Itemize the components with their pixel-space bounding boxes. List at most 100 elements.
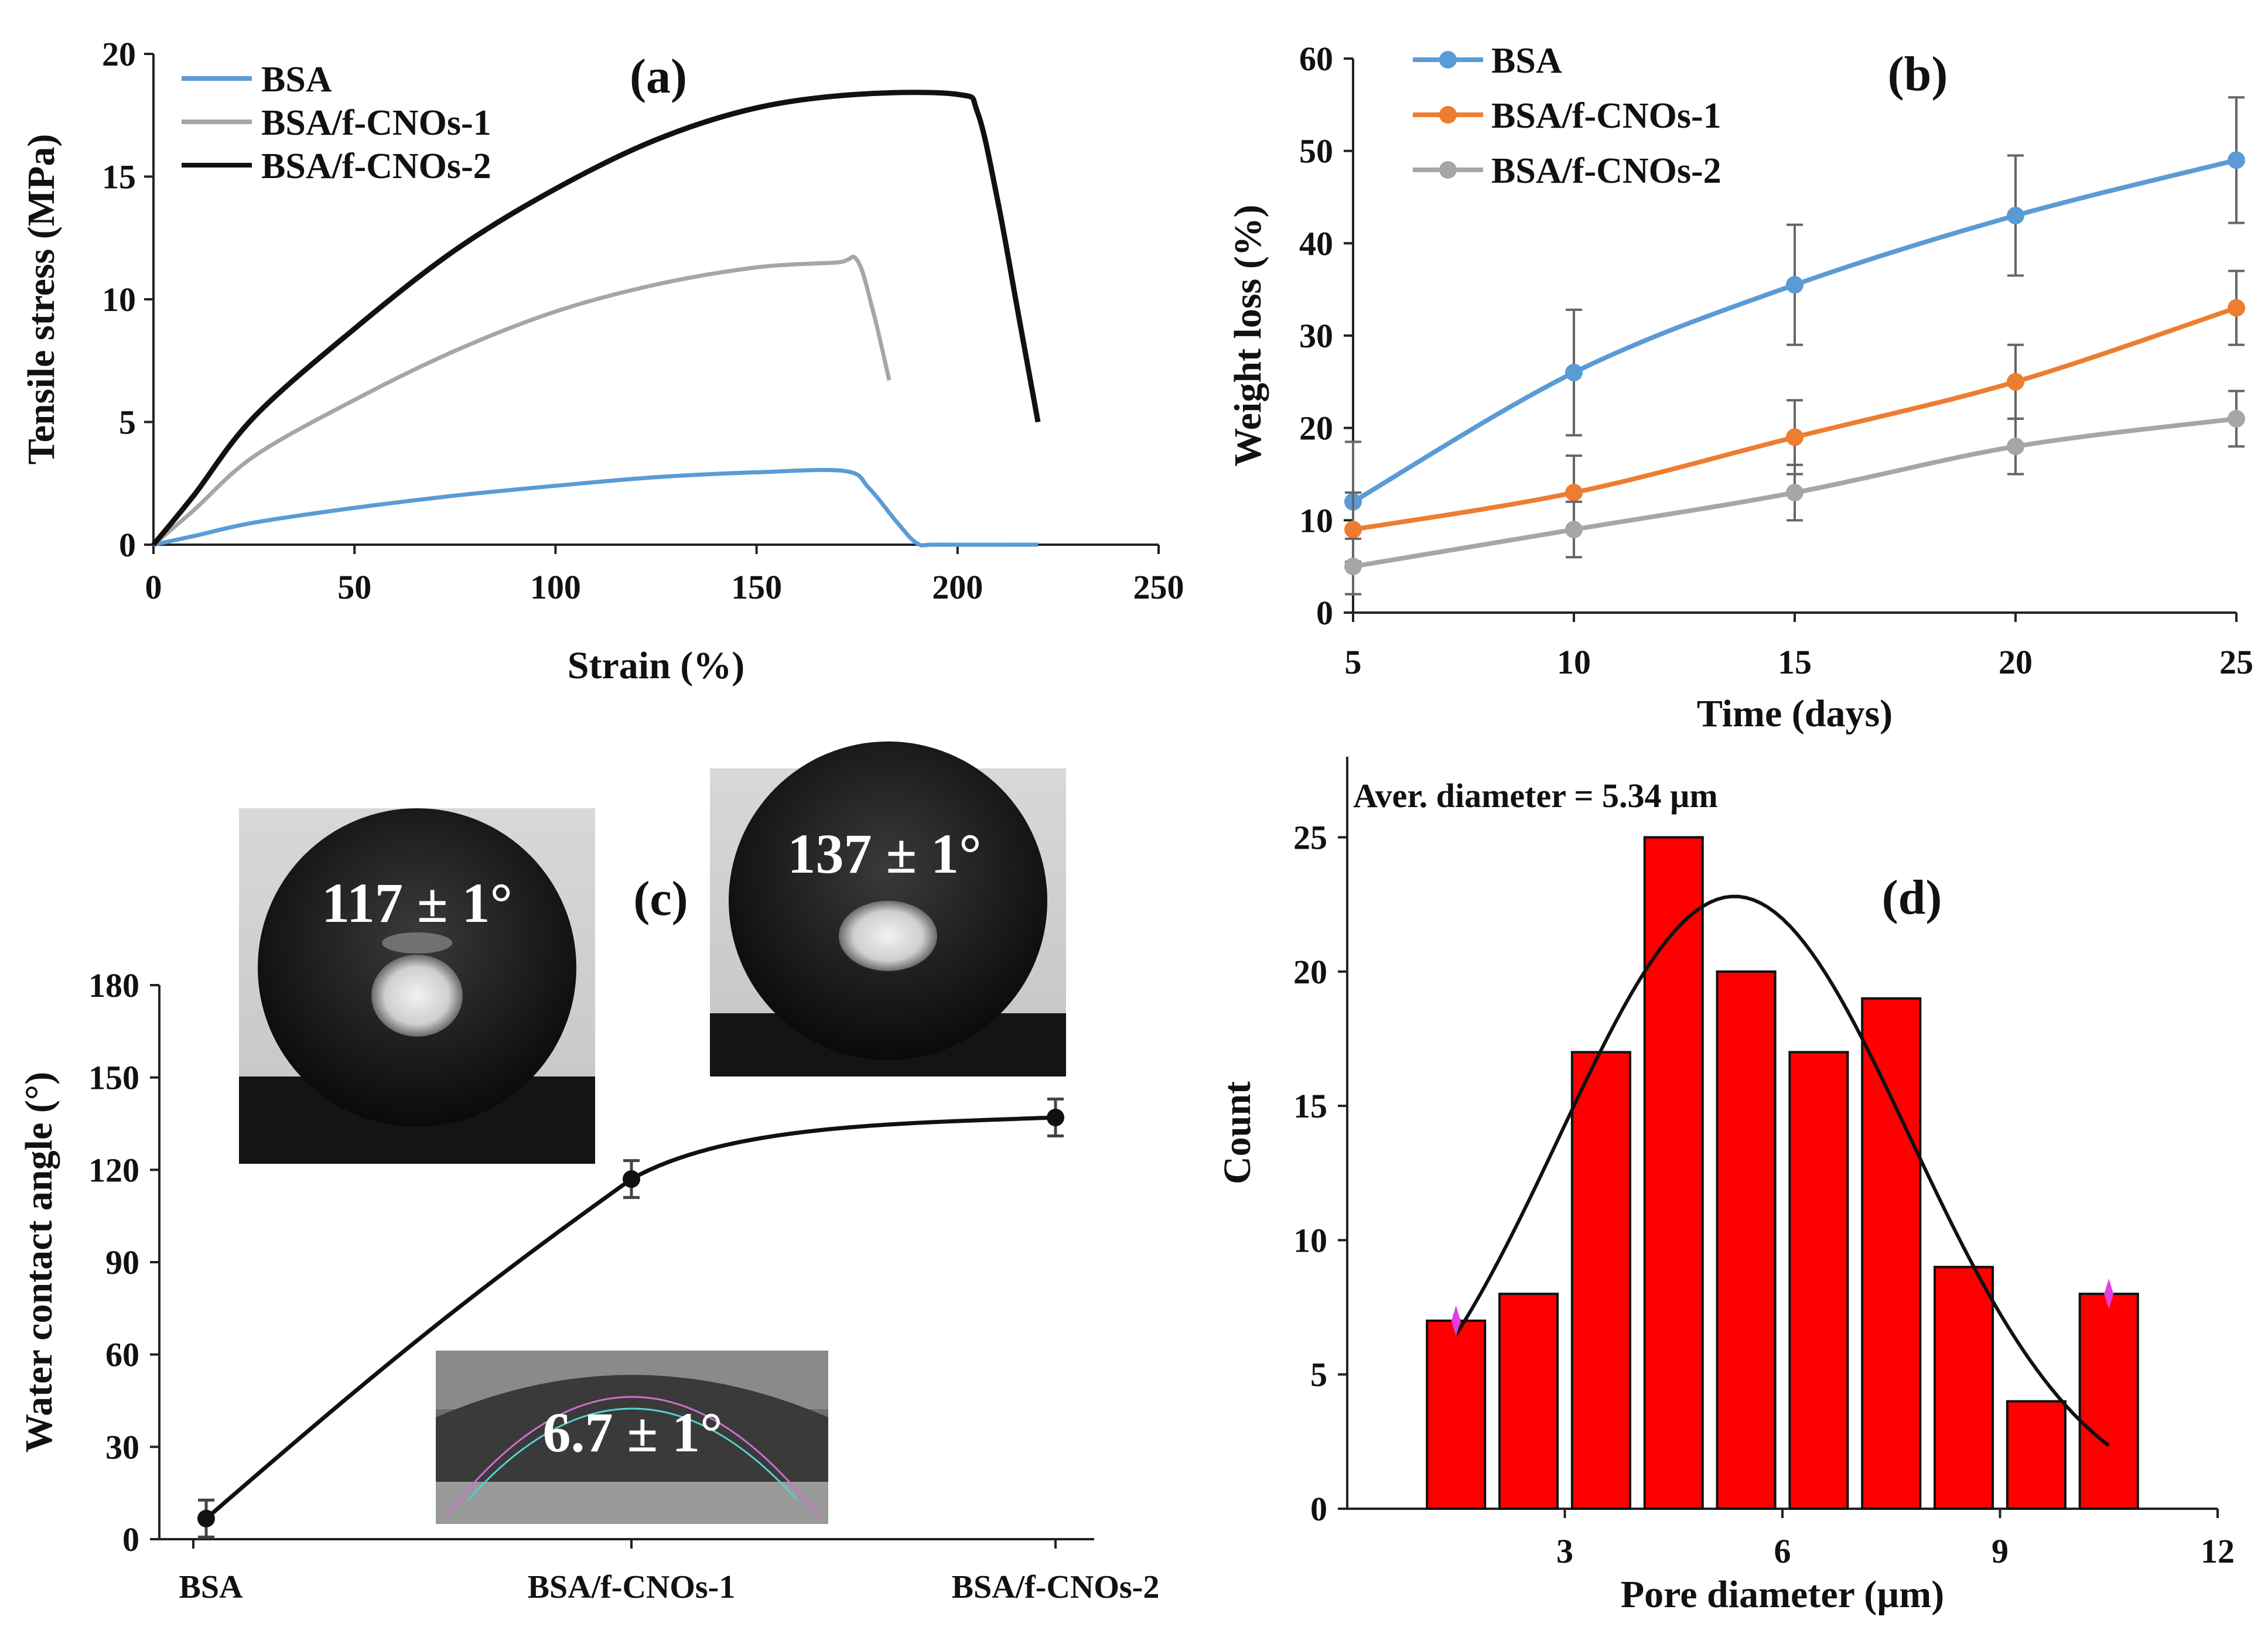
histogram-bar <box>1861 997 1922 1510</box>
data-point-bsa <box>197 1509 215 1527</box>
x-tick-label: 15 <box>1778 643 1812 681</box>
legend-marker-bsa-f-cnos-2 <box>1439 161 1457 179</box>
data-point-bsa-f-cnos-2 <box>1344 558 1362 576</box>
x-axis-label: Time (days) <box>1697 692 1893 735</box>
panel-label: (d) <box>1882 870 1942 925</box>
annotation-contact-angle-bsa-fcnos-1: 117 ± 1° <box>322 872 513 934</box>
data-point-bsa-f-cnos-1 <box>1344 521 1362 539</box>
histogram-bar <box>1643 836 1704 1510</box>
panel-label: (a) <box>630 49 687 104</box>
y-tick-label: 0 <box>1316 594 1333 632</box>
y-tick-label: 30 <box>105 1428 139 1466</box>
x-tick-label: 200 <box>932 568 983 606</box>
gaussian-fit-curve <box>1454 894 2110 1447</box>
histogram-bar <box>1788 1051 1849 1510</box>
histogram-bar <box>2078 1293 2139 1510</box>
y-tick-label: 0 <box>122 1520 139 1559</box>
y-tick-label: 60 <box>1299 40 1333 78</box>
y-tick-label: 120 <box>88 1151 139 1189</box>
y-tick-label: 20 <box>102 35 136 73</box>
histogram-bar <box>1498 1293 1559 1510</box>
data-point-bsa <box>1565 364 1583 382</box>
data-point-bsa-f-cnos-2 <box>1786 484 1804 502</box>
histogram-bar <box>1426 1320 1487 1510</box>
y-tick-label: 20 <box>1293 953 1327 991</box>
contact-angle-line <box>204 1115 1056 1520</box>
y-tick-label: 25 <box>1293 819 1327 857</box>
x-tick-label: 50 <box>337 568 371 606</box>
y-tick-label: 60 <box>105 1336 139 1374</box>
y-tick-label: 10 <box>1293 1221 1327 1259</box>
y-axis-label: Count <box>1216 1081 1259 1184</box>
data-point-bsa-f-cnos-1 <box>2228 299 2245 317</box>
category-label-bsa-f-cnos-2: BSA/f-CNOs-2 <box>952 1569 1160 1605</box>
y-tick-label: 15 <box>1293 1087 1327 1125</box>
series-line-bsa <box>153 467 1039 548</box>
y-tick-label: 40 <box>1299 224 1333 262</box>
data-point-bsa-f-cnos-1 <box>623 1170 640 1188</box>
y-tick-label: 150 <box>88 1059 139 1097</box>
annotation-contact-angle-bsa-fcnos-2: 137 ± 1° <box>787 822 981 885</box>
y-axis-label: Weight loss (%) <box>1227 204 1269 466</box>
annotation-contact-angle-bsa: 6.7 ± 1° <box>542 1401 722 1464</box>
axes-group: 0 30 60 90 120 150 180 BSA BSA/f-CNOs-1 BSA/f-CNO… <box>88 966 1159 1605</box>
y-tick-label: 5 <box>1310 1356 1327 1394</box>
panel-d-pore-histogram: 0 5 10 15 20 25 3 6 9 12 Pore diameter (µm) Count (d… <box>1216 757 2235 1616</box>
y-tick-label: 30 <box>1299 317 1333 355</box>
x-axis-label: Pore diameter (µm) <box>1621 1573 1944 1616</box>
y-tick-label: 15 <box>102 158 136 196</box>
data-point-bsa-f-cnos-2 <box>2228 409 2245 428</box>
fit-endpoint-marker <box>2104 1279 2114 1310</box>
x-tick-label: 3 <box>1556 1532 1573 1570</box>
panel-b-weight-loss-chart: 0 10 20 30 40 50 60 5 10 15 20 25 Time (days) Weight … <box>1227 40 2253 735</box>
series-line-bsa-f-cnos-1 <box>152 254 892 546</box>
legend-label-bsa-f-cnos-2: BSA/f-CNOs-2 <box>261 146 491 186</box>
data-point-bsa-f-cnos-2 <box>2007 438 2024 456</box>
y-tick-label: 5 <box>119 404 136 442</box>
y-tick-label: 10 <box>1299 501 1333 539</box>
y-axis-label: Tensile stress (MPa) <box>20 134 63 465</box>
x-tick-label: 150 <box>731 568 782 606</box>
data-point-bsa-f-cnos-1 <box>1565 484 1583 502</box>
data-point-bsa-f-cnos-1 <box>1786 428 1804 446</box>
droplet-photo-bsa-fcnos-1 <box>239 808 595 1164</box>
panel-label: (b) <box>1888 47 1948 101</box>
data-point-bsa-f-cnos-2 <box>1565 521 1583 539</box>
y-tick-label: 20 <box>1299 409 1333 447</box>
legend-label-bsa: BSA <box>1491 41 1562 81</box>
category-label-bsa: BSA <box>179 1569 243 1605</box>
legend-marker-bsa-f-cnos-1 <box>1439 106 1457 124</box>
data-point-bsa-f-cnos-2 <box>1047 1108 1064 1126</box>
x-axis-label: Strain (%) <box>568 644 744 687</box>
data-point-bsa-f-cnos-1 <box>2007 372 2024 391</box>
histogram-bar <box>2006 1400 2067 1510</box>
x-tick-label: 10 <box>1557 643 1591 681</box>
legend-label-bsa-f-cnos-2: BSA/f-CNOs-2 <box>1491 151 1722 191</box>
y-axis-label: Water contact angle (°) <box>18 1072 60 1453</box>
x-tick-label: 9 <box>1992 1532 2009 1570</box>
droplet-photo-bsa <box>436 1351 828 1524</box>
x-tick-label: 100 <box>530 568 581 606</box>
y-tick-label: 0 <box>119 526 136 564</box>
legend-label-bsa: BSA <box>261 60 332 100</box>
x-tick-label: 0 <box>145 568 162 606</box>
x-tick-label: 6 <box>1774 1532 1791 1570</box>
legend-label-bsa-f-cnos-1: BSA/f-CNOs-1 <box>1491 96 1722 136</box>
category-label-bsa-f-cnos-1: BSA/f-CNOs-1 <box>528 1569 736 1605</box>
y-tick-label: 50 <box>1299 132 1333 170</box>
legend-label-bsa-f-cnos-1: BSA/f-CNOs-1 <box>261 103 491 143</box>
data-point-bsa <box>2228 151 2245 169</box>
x-tick-label: 5 <box>1345 643 1362 681</box>
y-tick-label: 180 <box>88 966 139 1004</box>
histogram-bar <box>1934 1266 1994 1510</box>
data-point-bsa <box>2007 207 2024 225</box>
x-tick-label: 12 <box>2201 1532 2235 1570</box>
x-tick-label: 25 <box>2219 643 2253 681</box>
legend-marker-bsa <box>1439 51 1457 69</box>
histogram-bar <box>1716 970 1777 1510</box>
y-tick-label: 10 <box>102 281 136 319</box>
y-tick-label: 90 <box>105 1243 139 1281</box>
panel-label: (c) <box>633 872 688 926</box>
